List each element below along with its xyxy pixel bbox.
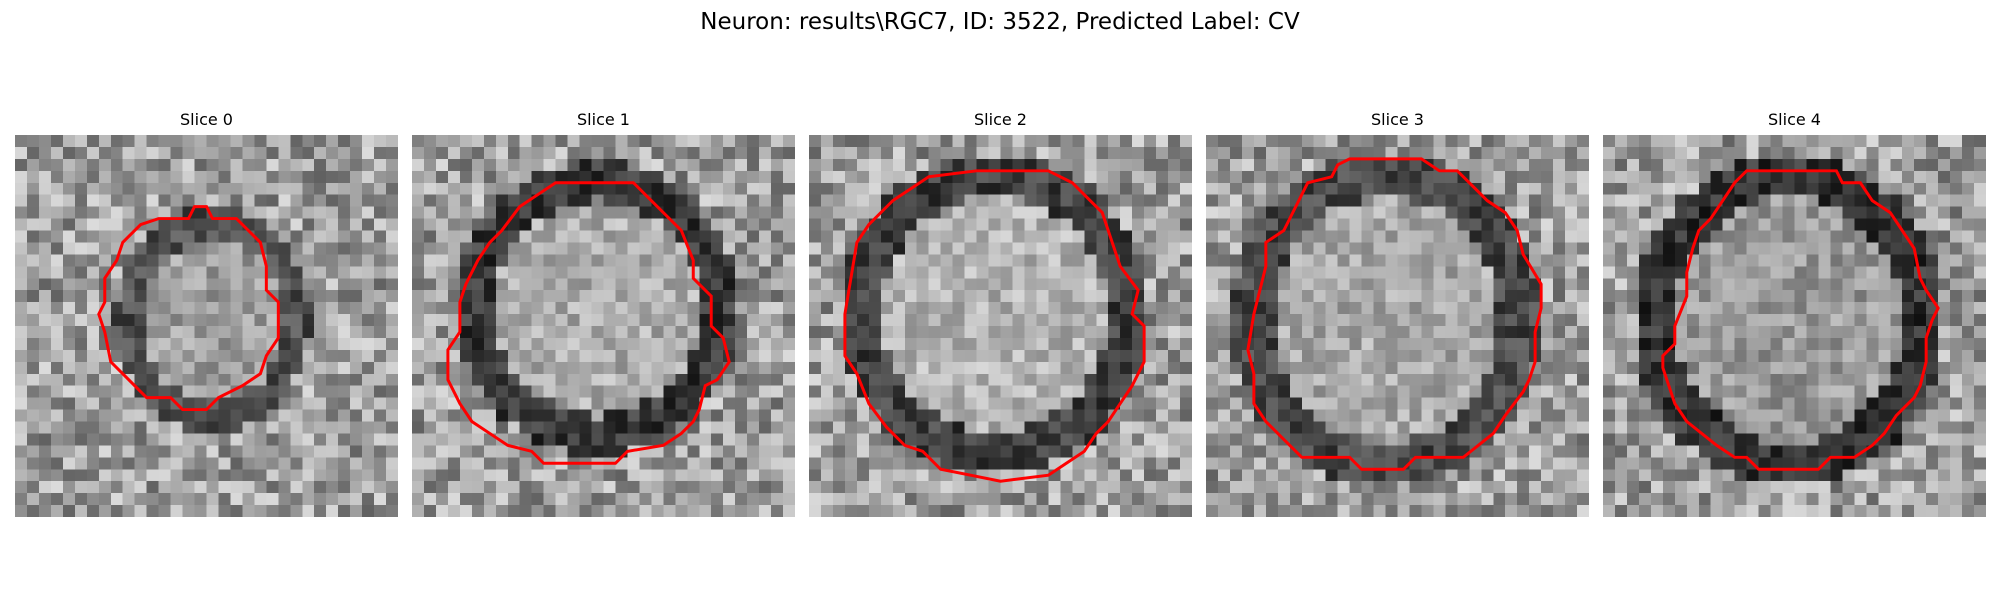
slice-image — [1603, 135, 1986, 517]
slice-title: Slice 3 — [1371, 110, 1424, 129]
neuron-contour — [1661, 169, 1940, 471]
grayscale-slice — [1206, 135, 1589, 517]
grayscale-slice — [1603, 135, 1986, 517]
slice-image — [809, 135, 1192, 517]
neuron-contour — [446, 181, 731, 465]
slice-title: Slice 0 — [180, 110, 233, 129]
grayscale-slice — [809, 135, 1192, 517]
slice-image — [1206, 135, 1589, 517]
grayscale-slice — [15, 135, 398, 517]
slice-image — [15, 135, 398, 517]
neuron-contour — [97, 205, 280, 412]
neuron-contour — [1246, 157, 1543, 471]
grayscale-slice — [412, 135, 795, 517]
neuron-contour — [843, 169, 1146, 483]
slice-image — [412, 135, 795, 517]
slice-title: Slice 1 — [577, 110, 630, 129]
slice-title: Slice 4 — [1768, 110, 1821, 129]
slice-title: Slice 2 — [974, 110, 1027, 129]
figure-title: Neuron: results\RGC7, ID: 3522, Predicte… — [700, 9, 1300, 35]
